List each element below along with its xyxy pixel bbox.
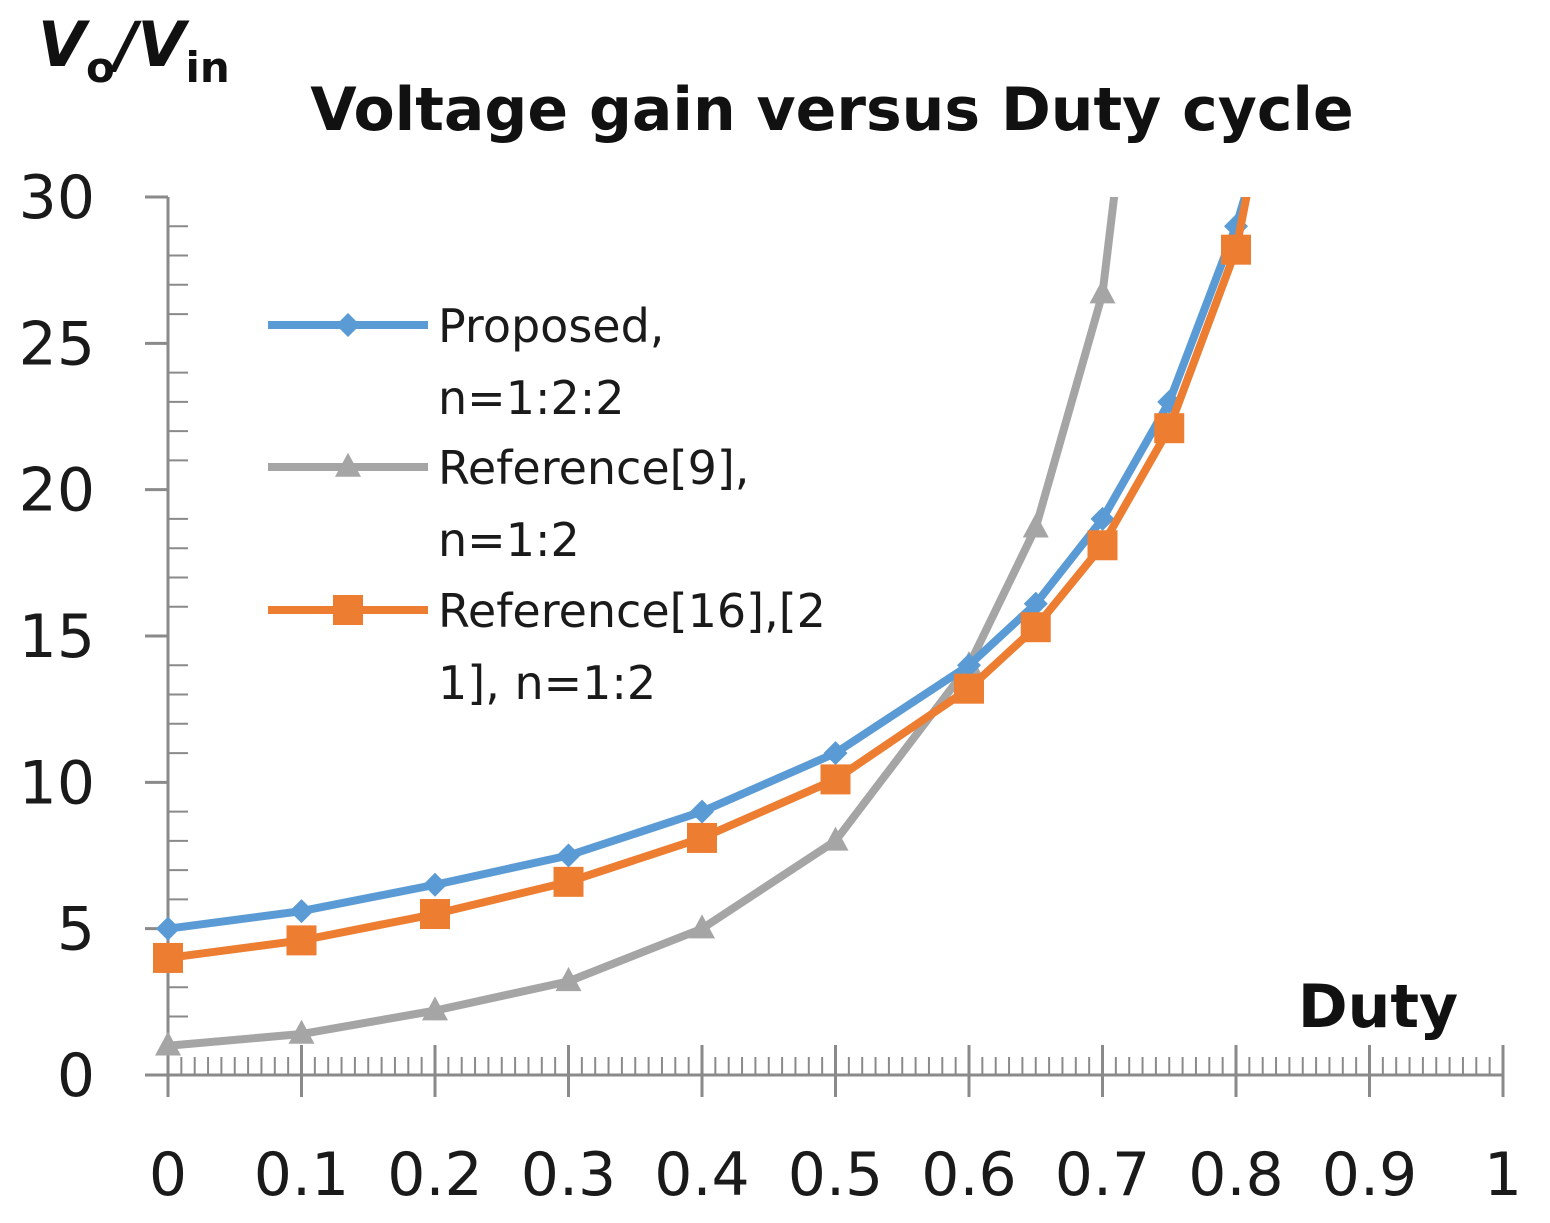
data-point-square	[687, 822, 717, 853]
series-line	[164, 197, 1119, 1050]
legend: Proposed,n=1:2:2Reference[9],n=1:2Refere…	[268, 299, 826, 710]
data-point-square	[954, 673, 984, 704]
axes: 0 5 10 15 20 25 30 0 0.1 0.2 0.3 0.4 0.5 0.6 0.7 0.8 0.9…	[19, 163, 1522, 1210]
y-tick-label: 5	[57, 895, 95, 965]
legend-label: 1], n=1:2	[438, 656, 656, 710]
legend-label: Reference[9],	[438, 441, 749, 495]
data-point-diamond	[823, 741, 848, 766]
data-point-triangle	[335, 452, 361, 477]
series-2	[153, 197, 1251, 973]
y-tick-label: 25	[19, 309, 95, 379]
data-point-diamond	[336, 313, 360, 337]
x-tick-label: 0.5	[788, 1140, 883, 1210]
data-point-diamond	[1090, 506, 1115, 531]
data-point-triangle	[155, 1031, 181, 1056]
data-point-diamond	[156, 916, 180, 941]
y-tick-label: 10	[19, 748, 95, 818]
x-tick-label: 0.7	[1055, 1140, 1150, 1210]
chart-title: Voltage gain versus Duty cycle	[310, 75, 1353, 145]
y-axis-label-sub1: o	[86, 43, 115, 92]
x-axis-label: Duty	[1298, 972, 1458, 1042]
data-point-triangle	[689, 914, 715, 939]
data-point-diamond	[423, 872, 447, 897]
x-tick-label: 0.6	[921, 1140, 1016, 1210]
data-point-triangle	[422, 996, 448, 1021]
data-point-triangle	[822, 826, 849, 851]
x-tick-label: 0	[149, 1140, 187, 1210]
legend-label: n=1:2:2	[438, 371, 625, 425]
data-point-triangle	[555, 967, 582, 992]
data-point-square	[153, 942, 183, 973]
legend-label: Proposed,	[438, 299, 664, 353]
series-line	[164, 197, 1250, 933]
series-1	[155, 197, 1119, 1056]
legend-entry-0: Proposed, n=1:2:2	[268, 299, 664, 425]
legend-entry-1: Reference[9], n=1:2	[268, 441, 749, 567]
data-point-square	[1154, 413, 1185, 444]
legend-entry-2: Reference[16],[2 1], n=1:2	[268, 584, 826, 710]
data-point-square	[333, 595, 363, 625]
data-point-triangle	[288, 1019, 315, 1044]
data-point-square	[1221, 234, 1251, 265]
data-point-triangle	[1089, 279, 1116, 304]
y-axis-label: Vo/Vin	[38, 8, 230, 92]
legend-label: n=1:2	[438, 513, 580, 567]
y-axis-label-slash: /	[109, 8, 142, 81]
data-point-square	[286, 925, 317, 956]
y-axis-label-v1: V	[38, 8, 91, 81]
x-tick-label: 0.4	[654, 1140, 749, 1210]
data-point-square	[1087, 530, 1118, 561]
data-point-square	[553, 866, 584, 897]
y-tick-label: 30	[19, 163, 95, 233]
legend-label: Reference[16],[2	[438, 584, 826, 638]
data-point-triangle	[1022, 513, 1049, 538]
series-layer	[153, 197, 1251, 1056]
data-point-diamond	[690, 799, 714, 824]
y-axis-label-v2: V	[138, 8, 191, 81]
data-point-square	[420, 899, 450, 930]
x-tick-label: 0.3	[521, 1140, 616, 1210]
y-tick-label: 15	[19, 602, 95, 672]
y-tick-label: 20	[19, 456, 95, 526]
y-axis-label-sub2: in	[185, 43, 229, 92]
y-tick-label: 0	[57, 1041, 95, 1111]
data-point-square	[1020, 612, 1051, 643]
x-tick-label: 0.2	[387, 1140, 482, 1210]
data-point-square	[820, 764, 851, 795]
x-tick-label: 0.1	[254, 1140, 349, 1210]
data-point-diamond	[957, 653, 981, 678]
x-tick-label: 0.9	[1322, 1140, 1417, 1210]
data-point-diamond	[556, 843, 581, 868]
x-tick-label: 1	[1484, 1140, 1522, 1210]
data-point-diamond	[289, 899, 314, 924]
series-line	[164, 197, 1251, 962]
x-tick-label: 0.8	[1188, 1140, 1283, 1210]
data-point-diamond	[1023, 591, 1048, 616]
